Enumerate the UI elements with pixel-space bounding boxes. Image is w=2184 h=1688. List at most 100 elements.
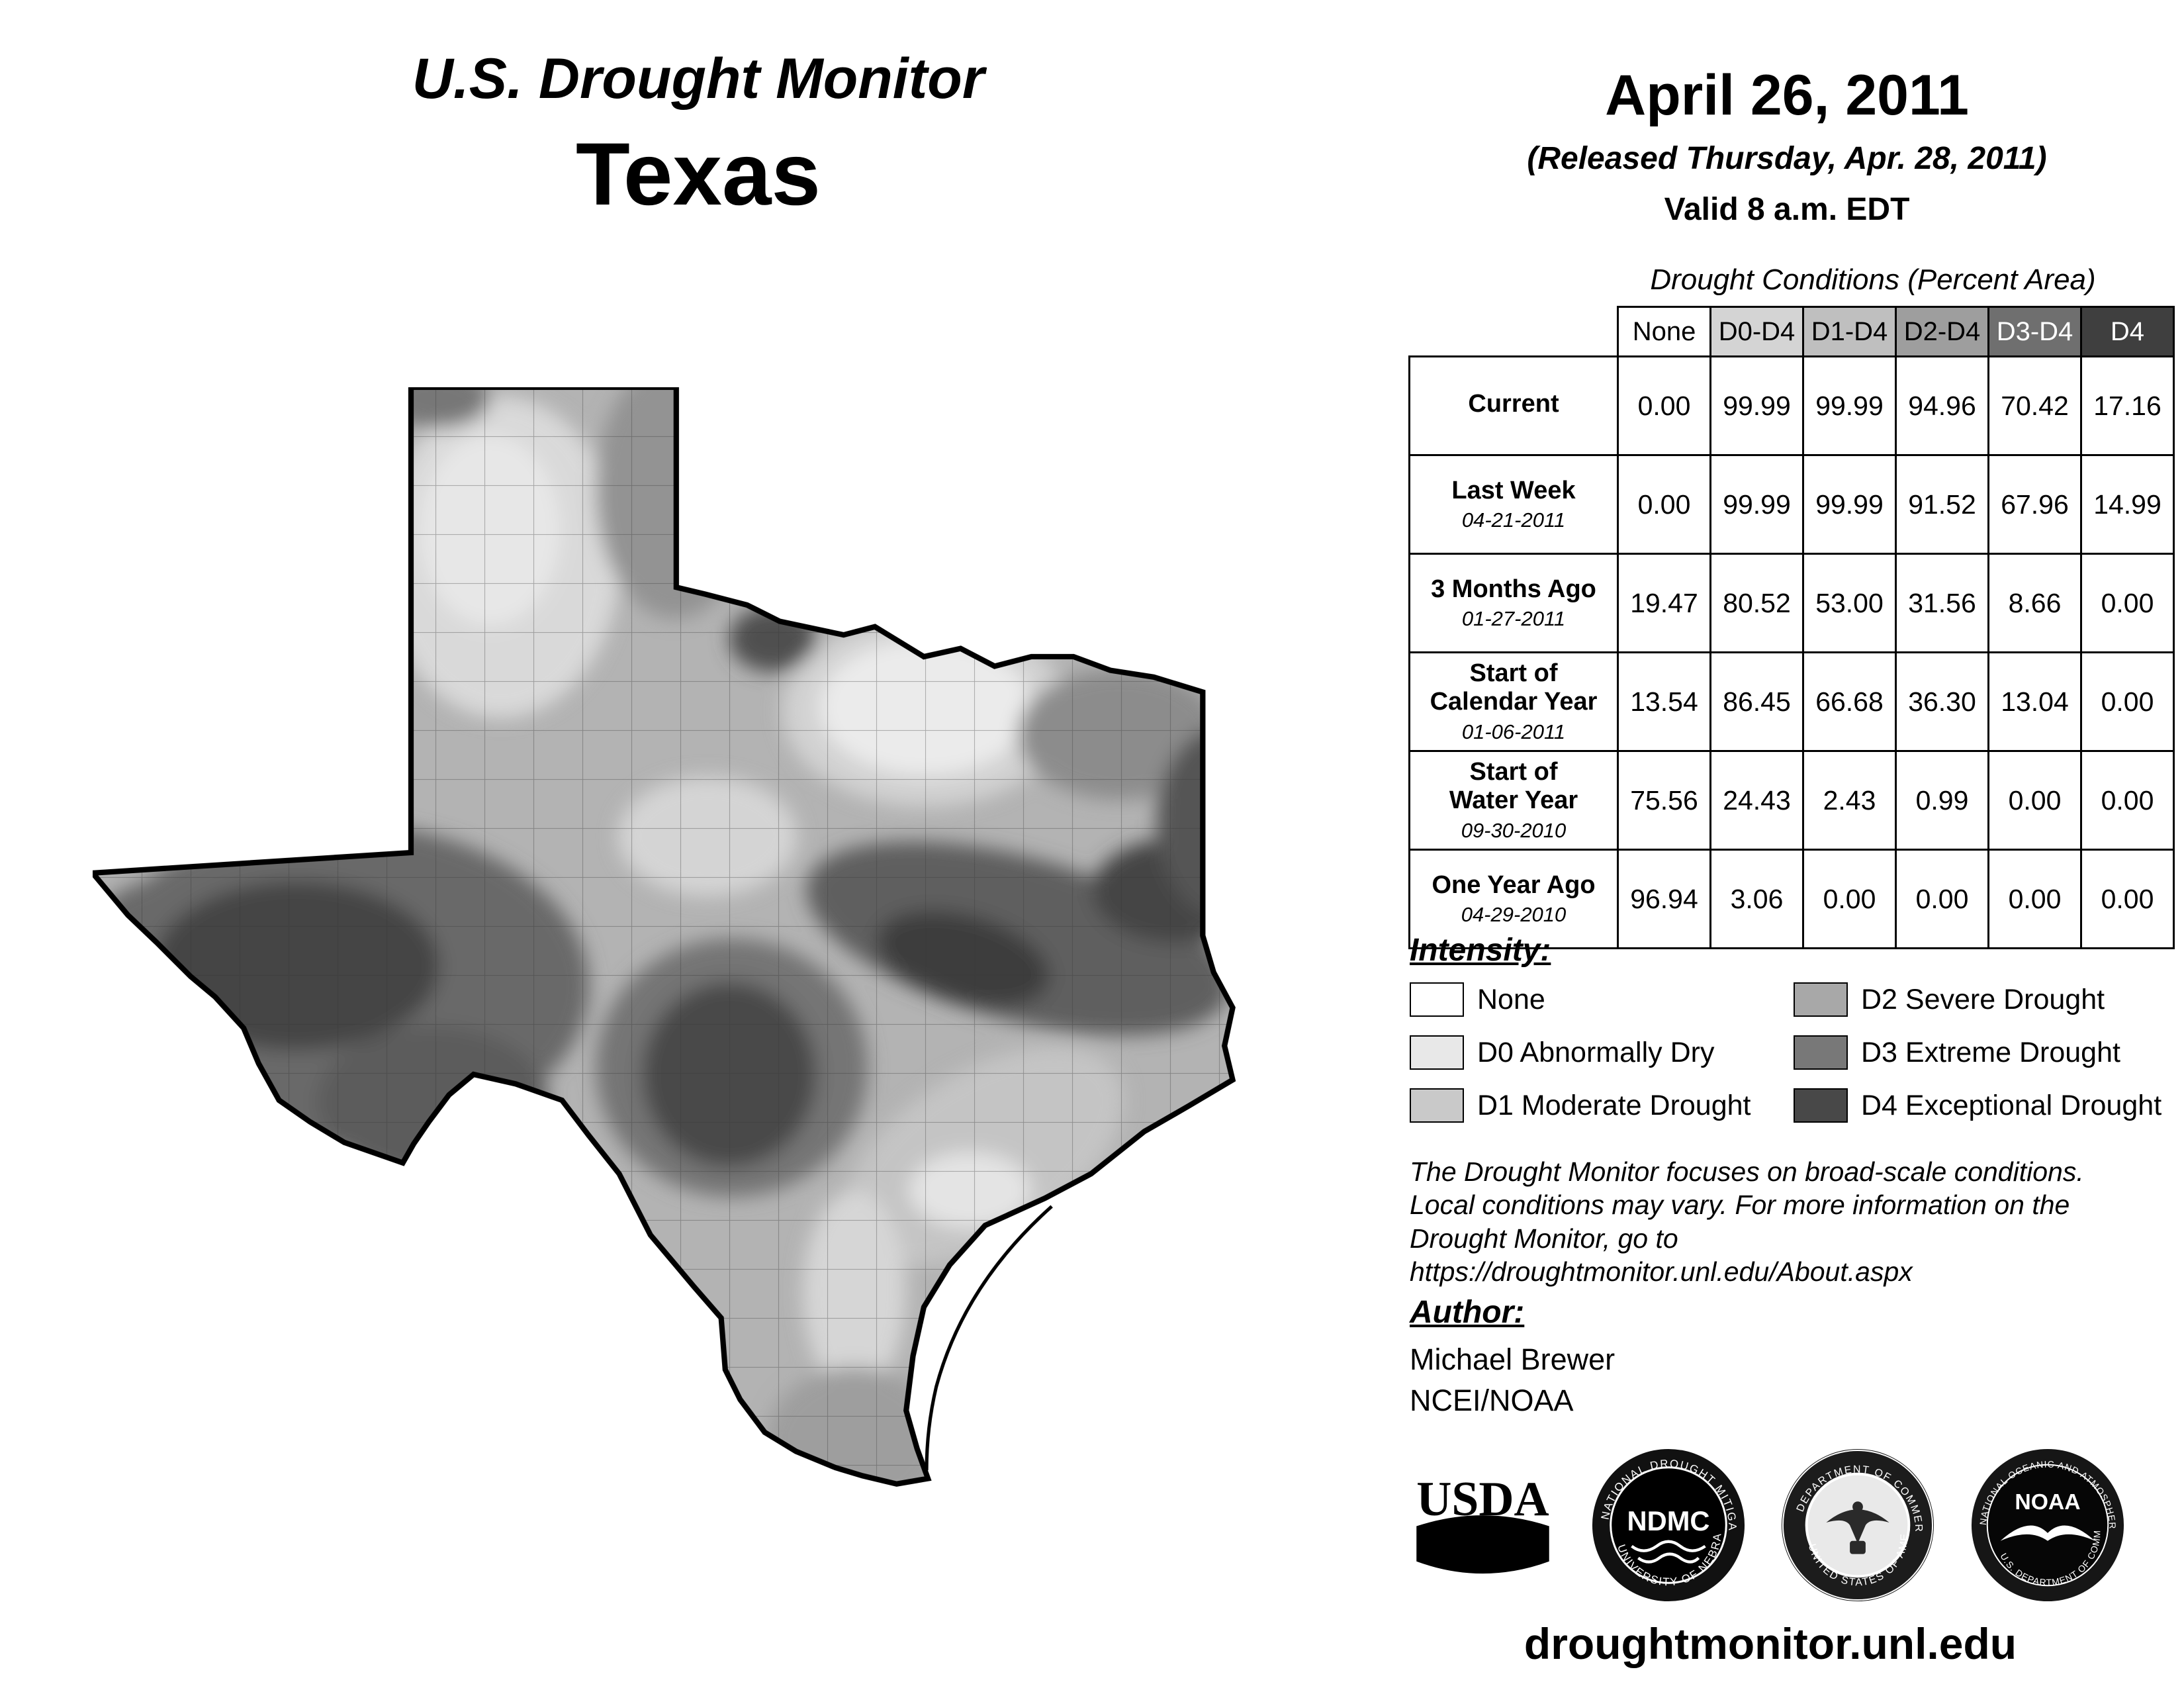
noaa-seagull xyxy=(2000,1525,2095,1541)
legend-swatch-d2 xyxy=(1794,982,1848,1017)
table-row-current: Current 0.00 99.99 99.99 94.96 70.42 17.… xyxy=(1408,355,2175,456)
col-header-d1d4: D1-D4 xyxy=(1802,306,1897,357)
table-cell: 86.45 xyxy=(1709,651,1804,752)
coastline-barrier-island xyxy=(925,1205,1053,1471)
col-header-d2d4: D2-D4 xyxy=(1895,306,1989,357)
col-header-d3d4: D3-D4 xyxy=(1987,306,2082,357)
table-cell: 80.52 xyxy=(1709,553,1804,653)
table-cell: 13.04 xyxy=(1987,651,2082,752)
title-block: U.S. Drought Monitor Texas xyxy=(218,46,1178,225)
drought-shading-layer xyxy=(93,387,1233,1484)
table-cell: 91.52 xyxy=(1895,454,1989,555)
table-corner-cell xyxy=(1410,307,1618,357)
county-grid-layer xyxy=(93,387,1233,1484)
col-header-none: None xyxy=(1617,306,1711,357)
texas-map-svg xyxy=(93,387,1236,1487)
commerce-seal: DEPARTMENT OF COMMERCE UNITED STATES OF … xyxy=(1779,1446,1934,1602)
legend-item-d0: D0 Abnormally Dry xyxy=(1410,1034,1794,1071)
logo-row: USDA NATIONAL DROUGHT MITIGATION CENTER … xyxy=(1408,1446,2126,1604)
table-cell: 17.16 xyxy=(2080,355,2175,456)
legend-item-d4: D4 Exceptional Drought xyxy=(1794,1087,2161,1124)
table-title: Drought Conditions (Percent Area) xyxy=(1650,263,2096,296)
table-cell: 19.47 xyxy=(1617,553,1711,653)
map-date: April 26, 2011 xyxy=(1605,64,1969,127)
table-cell: 99.99 xyxy=(1802,355,1897,456)
intensity-title: Intensity: xyxy=(1410,933,1551,968)
table-cell: 0.00 xyxy=(2080,651,2175,752)
row-label: Start of Calendar Year 01-06-2011 xyxy=(1408,651,1619,752)
table-cell: 24.43 xyxy=(1709,750,1804,851)
texas-drought-map xyxy=(93,387,1317,1517)
col-header-d4: D4 xyxy=(2080,306,2175,357)
table-cell: 0.00 xyxy=(1895,849,1989,949)
row-label: 3 Months Ago 01-27-2011 xyxy=(1408,553,1619,653)
table-cell: 53.00 xyxy=(1802,553,1897,653)
svg-text:NDMC: NDMC xyxy=(1627,1505,1709,1536)
table-cell: 66.68 xyxy=(1802,651,1897,752)
table-cell: 14.99 xyxy=(2080,454,2175,555)
table-cell: 2.43 xyxy=(1802,750,1897,851)
row-label: Current xyxy=(1408,355,1619,456)
legend-item-none: None xyxy=(1410,981,1794,1018)
legend-item-d2: D2 Severe Drought xyxy=(1794,981,2161,1018)
table-cell: 70.42 xyxy=(1987,355,2082,456)
table-cell: 13.54 xyxy=(1617,651,1711,752)
table-cell: 96.94 xyxy=(1617,849,1711,949)
valid-time: Valid 8 a.m. EDT xyxy=(1664,192,1910,227)
disclaimer-text: The Drought Monitor focuses on broad-sca… xyxy=(1410,1156,2084,1288)
table-cell: 0.99 xyxy=(1895,750,1989,851)
table-row-one-year-ago: One Year Ago 04-29-2010 96.94 3.06 0.00 … xyxy=(1408,849,2175,949)
legend-swatch-none xyxy=(1410,982,1464,1017)
table-row-last-week: Last Week 04-21-2011 0.00 99.99 99.99 91… xyxy=(1408,454,2175,555)
table-cell: 0.00 xyxy=(1617,454,1711,555)
author-name: Michael Brewer xyxy=(1410,1342,1615,1376)
legend-item-d3: D3 Extreme Drought xyxy=(1794,1034,2161,1071)
ndmc-logo: NATIONAL DROUGHT MITIGATION CENTER UNIVE… xyxy=(1590,1446,1745,1602)
commerce-eagle-emblem xyxy=(1826,1501,1889,1554)
table-cell: 0.00 xyxy=(2080,849,2175,949)
table-cell: 75.56 xyxy=(1617,750,1711,851)
table-cell: 94.96 xyxy=(1895,355,1989,456)
table-cell: 0.00 xyxy=(1802,849,1897,949)
table-cell: 36.30 xyxy=(1895,651,1989,752)
table-cell: 0.00 xyxy=(1987,750,2082,851)
legend-swatch-d1 xyxy=(1410,1088,1464,1123)
table-cell: 99.99 xyxy=(1802,454,1897,555)
region-title: Texas xyxy=(575,125,821,224)
legend-swatch-d4 xyxy=(1794,1088,1848,1123)
author-title: Author: xyxy=(1410,1295,1525,1330)
table-cell: 0.00 xyxy=(2080,750,2175,851)
table-cell: 3.06 xyxy=(1709,849,1804,949)
legend-swatch-d3 xyxy=(1794,1035,1848,1070)
table-cell: 31.56 xyxy=(1895,553,1989,653)
row-label: One Year Ago 04-29-2010 xyxy=(1408,849,1619,949)
table-header-row: None D0-D4 D1-D4 D2-D4 D3-D4 D4 xyxy=(1410,306,2175,357)
legend-item-d1: D1 Moderate Drought xyxy=(1410,1087,1794,1124)
table-cell: 0.00 xyxy=(1987,849,2082,949)
release-date: (Released Thursday, Apr. 28, 2011) xyxy=(1527,141,2047,176)
legend-swatch-d0 xyxy=(1410,1035,1464,1070)
drought-conditions-table: None D0-D4 D1-D4 D2-D4 D3-D4 D4 Current … xyxy=(1408,306,2175,949)
col-header-d0d4: D0-D4 xyxy=(1709,306,1804,357)
row-label: Start of Water Year 09-30-2010 xyxy=(1408,750,1619,851)
table-cell: 99.99 xyxy=(1709,355,1804,456)
date-block: April 26, 2011 (Released Thursday, Apr. … xyxy=(1443,63,2131,228)
table-cell: 0.00 xyxy=(2080,553,2175,653)
usda-logo: USDA xyxy=(1416,1472,1549,1573)
svg-text:NOAA: NOAA xyxy=(2015,1489,2080,1515)
table-cell: 8.66 xyxy=(1987,553,2082,653)
website-url: droughtmonitor.unl.edu xyxy=(1524,1619,2017,1668)
table-cell: 0.00 xyxy=(1617,355,1711,456)
table-cell: 67.96 xyxy=(1987,454,2082,555)
state-border xyxy=(93,387,1236,1487)
table-cell: 99.99 xyxy=(1709,454,1804,555)
noaa-logo: NATIONAL OCEANIC AND ATMOSPHERIC ADMINIS… xyxy=(1969,1446,2124,1602)
intensity-legend: None D0 Abnormally Dry D1 Moderate Droug… xyxy=(1410,981,2161,1140)
table-row-3-months-ago: 3 Months Ago 01-27-2011 19.47 80.52 53.0… xyxy=(1408,553,2175,653)
row-label: Last Week 04-21-2011 xyxy=(1408,454,1619,555)
table-row-start-calendar-year: Start of Calendar Year 01-06-2011 13.54 … xyxy=(1408,651,2175,752)
report-title: U.S. Drought Monitor xyxy=(412,47,985,111)
table-row-start-water-year: Start of Water Year 09-30-2010 75.56 24.… xyxy=(1408,750,2175,851)
author-org: NCEI/NOAA xyxy=(1410,1383,1574,1417)
